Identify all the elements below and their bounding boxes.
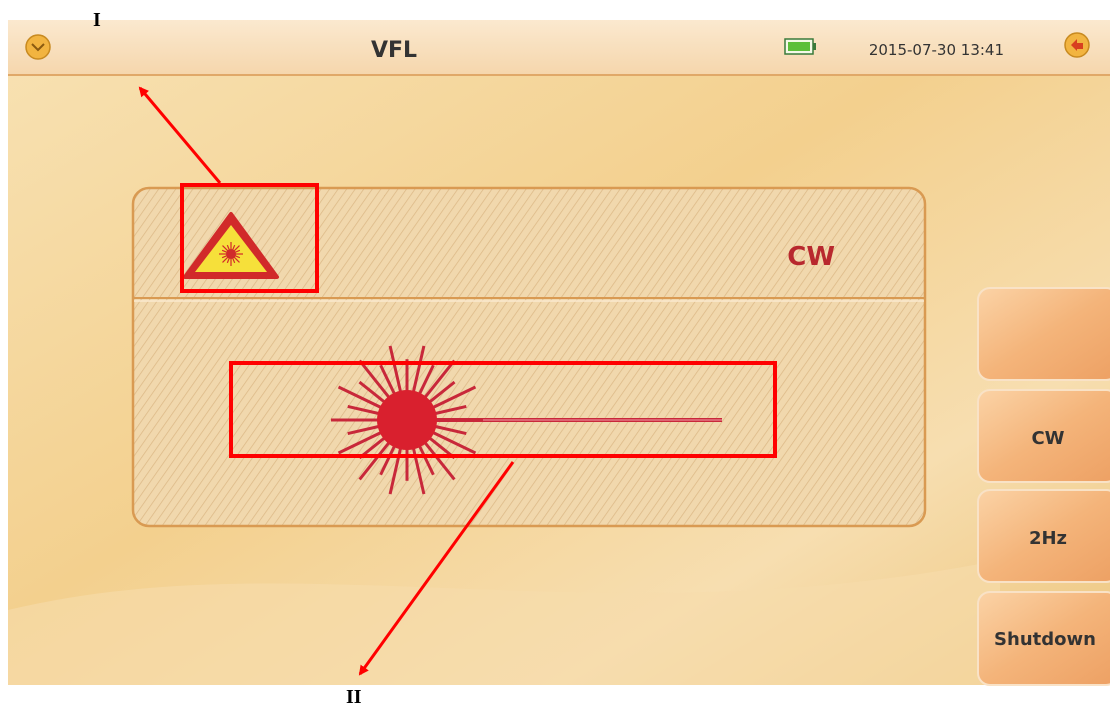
ray <box>337 385 383 410</box>
annotation-arrow <box>358 461 515 676</box>
ray <box>388 345 403 394</box>
annotation-box <box>180 183 319 293</box>
ray <box>234 254 241 259</box>
ray <box>431 430 477 455</box>
laser-warning-icon <box>183 212 279 279</box>
annotation-label: II <box>346 686 362 707</box>
ray <box>221 249 228 254</box>
ray <box>379 364 397 396</box>
menu-button[interactable] <box>25 34 51 60</box>
annotation-box <box>229 361 777 458</box>
ray <box>423 359 456 400</box>
ray <box>433 424 467 435</box>
ray <box>234 249 241 254</box>
ray <box>233 256 240 263</box>
side-button-cw[interactable]: CW <box>977 389 1110 483</box>
ray <box>427 380 456 404</box>
ray <box>231 244 236 251</box>
ray <box>379 444 397 476</box>
ray <box>221 254 228 259</box>
side-button-shutdown[interactable]: Shutdown <box>977 591 1110 686</box>
side-button-label: Shutdown <box>994 629 1096 650</box>
background-swoosh <box>8 560 1000 685</box>
ray <box>226 244 231 251</box>
ray <box>222 256 229 263</box>
ray <box>222 245 229 252</box>
ray <box>358 359 391 400</box>
datetime: 2015-07-30 13:41 <box>869 41 1004 59</box>
screen-title: VFL <box>371 38 417 63</box>
side-button-blank[interactable] <box>977 287 1110 381</box>
ray <box>433 405 467 416</box>
ray <box>347 424 381 435</box>
annotation-arrow <box>138 86 222 184</box>
laser-panel <box>131 186 927 528</box>
laser-beam-graphic <box>331 345 722 495</box>
ray <box>417 444 435 476</box>
ray <box>347 405 381 416</box>
ray <box>423 440 456 481</box>
ray <box>358 380 387 404</box>
battery-icon <box>784 38 816 55</box>
ray <box>431 385 477 410</box>
ray <box>233 245 240 252</box>
ray <box>337 430 383 455</box>
ray <box>411 345 426 394</box>
side-button-label: 2Hz <box>1029 528 1067 549</box>
back-button[interactable] <box>1064 32 1090 58</box>
ray <box>358 440 391 481</box>
ray <box>226 257 231 264</box>
ray <box>231 257 236 264</box>
annotation-label: I <box>93 9 101 31</box>
ray <box>417 364 435 396</box>
side-button-2hz[interactable]: 2Hz <box>977 489 1110 583</box>
side-button-label: CW <box>1031 428 1064 449</box>
panel-mode: CW <box>787 242 835 272</box>
top-bar <box>8 20 1110 75</box>
